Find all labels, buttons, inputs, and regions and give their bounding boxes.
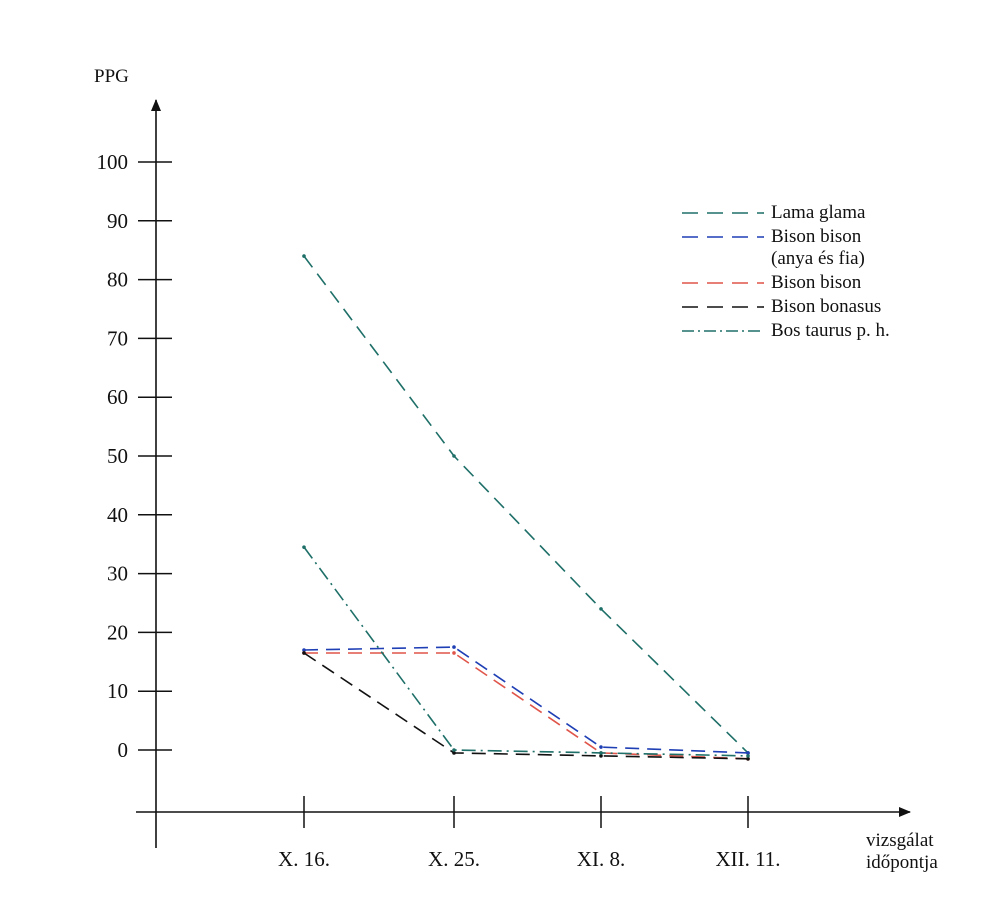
data-point [452, 751, 456, 755]
legend-label: Bison bison [771, 272, 862, 293]
data-point [599, 754, 603, 758]
data-point [452, 748, 456, 752]
series-lines [302, 254, 750, 761]
series-line-4 [303, 546, 749, 757]
series-line-2 [304, 652, 749, 760]
data-point [452, 651, 456, 655]
x-tick-label: X. 16. [278, 847, 330, 871]
legend-label: Lama glama [771, 202, 866, 223]
series-line-3 [303, 652, 749, 760]
y-tick-label: 90 [107, 209, 128, 233]
data-point [746, 754, 750, 758]
legend-label: Bos taurus p. h. [771, 320, 890, 341]
y-tick-label: 100 [97, 150, 129, 174]
x-axis-title-line: vizsgálat [866, 830, 934, 851]
x-tick-label: XI. 8. [577, 847, 625, 871]
legend-label: Bison bison [771, 226, 862, 247]
data-point [302, 651, 306, 655]
y-tick-label: 40 [107, 503, 128, 527]
data-point [599, 607, 603, 611]
data-point [599, 745, 603, 749]
y-tick-label: 60 [107, 385, 128, 409]
x-tick-label: XII. 11. [715, 847, 780, 871]
y-tick-label: 70 [107, 326, 128, 350]
y-tick-label: 20 [107, 620, 128, 644]
data-point [746, 751, 750, 755]
legend-label: (anya és fia) [771, 248, 865, 269]
data-point [302, 545, 306, 549]
legend-label: Bison bonasus [771, 296, 881, 317]
data-point [599, 751, 603, 755]
y-tick-label: 80 [107, 268, 128, 292]
x-axis-title-line: időpontja [866, 852, 938, 873]
data-point [452, 645, 456, 649]
y-axis-title: PPG [94, 66, 129, 87]
y-tick-label: 30 [107, 562, 128, 586]
y-tick-label: 10 [107, 679, 128, 703]
data-point [302, 254, 306, 258]
axes: PPG 0 10 20 30 40 50 60 70 80 90 100 X. 16. X. 25. XI.… [94, 66, 938, 873]
data-point [302, 648, 306, 652]
x-tick-label: X. 25. [428, 847, 480, 871]
series-line-0 [303, 255, 749, 754]
data-point [452, 454, 456, 458]
y-tick-label: 0 [118, 738, 129, 762]
series-line-1 [303, 646, 749, 754]
data-point [746, 757, 750, 761]
y-tick-label: 50 [107, 444, 128, 468]
